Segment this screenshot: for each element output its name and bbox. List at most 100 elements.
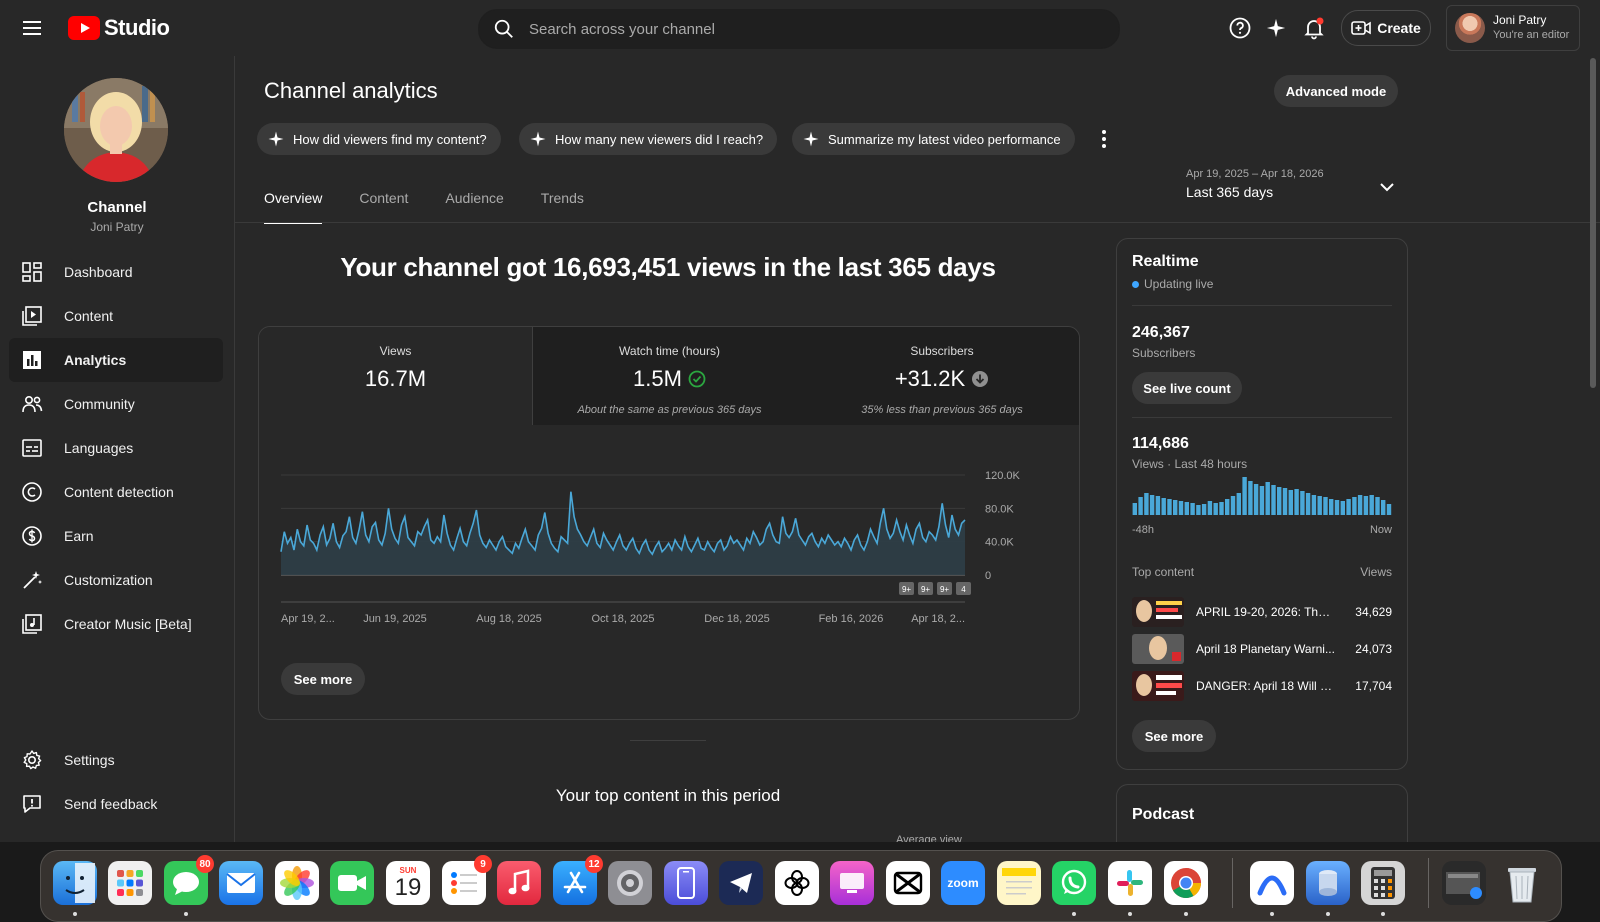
sidebar-item-settings[interactable]: Settings (9, 738, 223, 782)
zoom-icon[interactable]: zoom (941, 861, 985, 905)
realtime-bar[interactable] (1248, 481, 1253, 515)
sidebar-item-languages[interactable]: Languages (9, 426, 223, 470)
see-more-button[interactable]: See more (281, 663, 365, 695)
telegram-icon[interactable] (719, 861, 763, 905)
realtime-bar[interactable] (1282, 488, 1288, 515)
realtime-bar[interactable] (1178, 501, 1184, 515)
realtime-bar[interactable] (1369, 495, 1374, 515)
realtime-bar[interactable] (1196, 505, 1201, 515)
tab-audience[interactable]: Audience (445, 190, 504, 206)
realtime-bar[interactable] (1144, 493, 1149, 515)
studio-logo[interactable]: Studio (68, 12, 170, 44)
realtime-bar[interactable] (1149, 495, 1155, 515)
create-button[interactable]: Create (1341, 10, 1431, 46)
metric-watch-time[interactable]: Watch time (hours) 1.5M About the same a… (532, 327, 807, 425)
realtime-bar[interactable] (1346, 499, 1351, 515)
notes-icon[interactable] (997, 861, 1041, 905)
sidebar-item-customization[interactable]: Customization (9, 558, 223, 602)
finder-icon[interactable] (53, 861, 97, 905)
sidebar-item-send-feedback[interactable]: Send feedback (9, 782, 223, 826)
metric-subscribers[interactable]: Subscribers +31.2K 35% less than previou… (805, 327, 1079, 425)
capcut-icon[interactable] (886, 861, 930, 905)
realtime-bar[interactable] (1311, 495, 1317, 515)
see-live-count-button[interactable]: See live count (1132, 372, 1242, 404)
trash-icon[interactable] (1500, 861, 1544, 905)
realtime-bar[interactable] (1167, 499, 1172, 515)
advanced-mode-button[interactable]: Advanced mode (1274, 75, 1398, 107)
realtime-bar[interactable] (1352, 497, 1357, 515)
channel-avatar[interactable] (64, 78, 168, 182)
chatgpt-icon[interactable] (775, 861, 819, 905)
views-chart[interactable]: 120.0K 80.0K 40.0K 0 9+ 9+ 9+ 4 Apr 19, 2... Jun … (259, 425, 1079, 635)
realtime-bar[interactable] (1259, 486, 1265, 515)
sidebar-item-earn[interactable]: Earn (9, 514, 223, 558)
realtime-bar[interactable] (1375, 497, 1380, 515)
search-bar[interactable] (478, 9, 1120, 49)
realtime-bar[interactable] (1357, 495, 1363, 515)
realtime-bar[interactable] (1329, 499, 1334, 515)
system-settings-icon[interactable] (608, 861, 652, 905)
realtime-bar[interactable] (1207, 501, 1213, 515)
sidebar-item-content-detection[interactable]: Content detection (9, 470, 223, 514)
realtime-bar[interactable] (1381, 500, 1386, 515)
calendar-icon[interactable]: SUN 19 (386, 861, 430, 905)
realtime-bar[interactable] (1271, 485, 1276, 515)
realtime-bar[interactable] (1253, 484, 1259, 515)
music-icon[interactable] (497, 861, 541, 905)
iphone-mirroring-icon[interactable] (664, 861, 708, 905)
realtime-bar[interactable] (1288, 490, 1293, 515)
realtime-bar[interactable] (1161, 498, 1166, 515)
top-content-item[interactable]: DANGER: April 18 Will B... 17,704 (1132, 671, 1392, 701)
realtime-bar[interactable] (1213, 503, 1218, 515)
realtime-bar[interactable] (1305, 493, 1311, 515)
video-marker[interactable] (899, 582, 914, 595)
realtime-bar[interactable] (1155, 496, 1161, 515)
realtime-bar[interactable] (1317, 496, 1322, 515)
realtime-bar[interactable] (1277, 487, 1282, 515)
sidebar-item-dashboard[interactable]: Dashboard (9, 250, 223, 294)
calculator-icon[interactable] (1361, 861, 1405, 905)
realtime-bar[interactable] (1242, 477, 1247, 515)
sidebar-item-community[interactable]: Community (9, 382, 223, 426)
realtime-bar[interactable] (1236, 493, 1241, 515)
reminders-icon[interactable]: 9 (442, 855, 492, 905)
chrome-icon[interactable] (1164, 861, 1208, 905)
realtime-bar[interactable] (1323, 497, 1328, 515)
tab-overview[interactable]: Overview (264, 190, 323, 224)
search-input[interactable] (527, 19, 1071, 39)
account-switcher[interactable]: Joni Patry You're an editor (1446, 5, 1580, 51)
facetime-icon[interactable] (330, 861, 374, 905)
ask-chip-new-viewers[interactable]: How many new viewers did I reach? (519, 123, 778, 155)
realtime-bar[interactable] (1225, 499, 1230, 515)
page-scrollbar[interactable] (1590, 58, 1596, 388)
realtime-bar[interactable] (1184, 502, 1189, 515)
mail-icon[interactable] (219, 861, 263, 905)
sidebar-item-analytics[interactable]: Analytics (9, 338, 223, 382)
realtime-bar[interactable] (1190, 503, 1195, 515)
app-store-icon[interactable]: 12 (553, 855, 603, 905)
ask-chip-find-content[interactable]: How did viewers find my content? (257, 123, 501, 155)
realtime-bar[interactable] (1334, 500, 1340, 515)
realtime-bar[interactable] (1138, 497, 1143, 515)
help-icon[interactable] (1226, 14, 1254, 42)
date-range-picker[interactable]: Apr 19, 2025 – Apr 18, 2026 Last 365 day… (1186, 168, 1396, 208)
video-marker[interactable] (956, 582, 971, 595)
photos-icon[interactable] (275, 861, 319, 905)
top-content-item[interactable]: April 18 Planetary Warni... 24,073 (1132, 634, 1392, 664)
sidebar-item-creator-music[interactable]: Creator Music [Beta] (9, 602, 223, 646)
top-content-item[interactable]: APRIL 19-20, 2026: The ... 34,629 (1132, 597, 1392, 627)
realtime-bar[interactable] (1294, 489, 1299, 515)
realtime-bar[interactable] (1386, 504, 1392, 515)
realtime-bar[interactable] (1300, 491, 1305, 515)
sparkle-icon[interactable] (1262, 14, 1290, 42)
metric-views[interactable]: Views 16.7M (259, 327, 532, 425)
screens-icon[interactable] (830, 861, 874, 905)
slack-icon[interactable] (1108, 861, 1152, 905)
sidebar-item-content[interactable]: Content (9, 294, 223, 338)
realtime-bar[interactable] (1363, 496, 1369, 515)
screenshot-stack-icon[interactable] (1442, 861, 1486, 905)
realtime-bar[interactable] (1230, 496, 1236, 515)
launchpad-icon[interactable] (108, 861, 152, 905)
realtime-bar[interactable] (1132, 503, 1137, 515)
notifications-icon[interactable] (1300, 14, 1328, 42)
